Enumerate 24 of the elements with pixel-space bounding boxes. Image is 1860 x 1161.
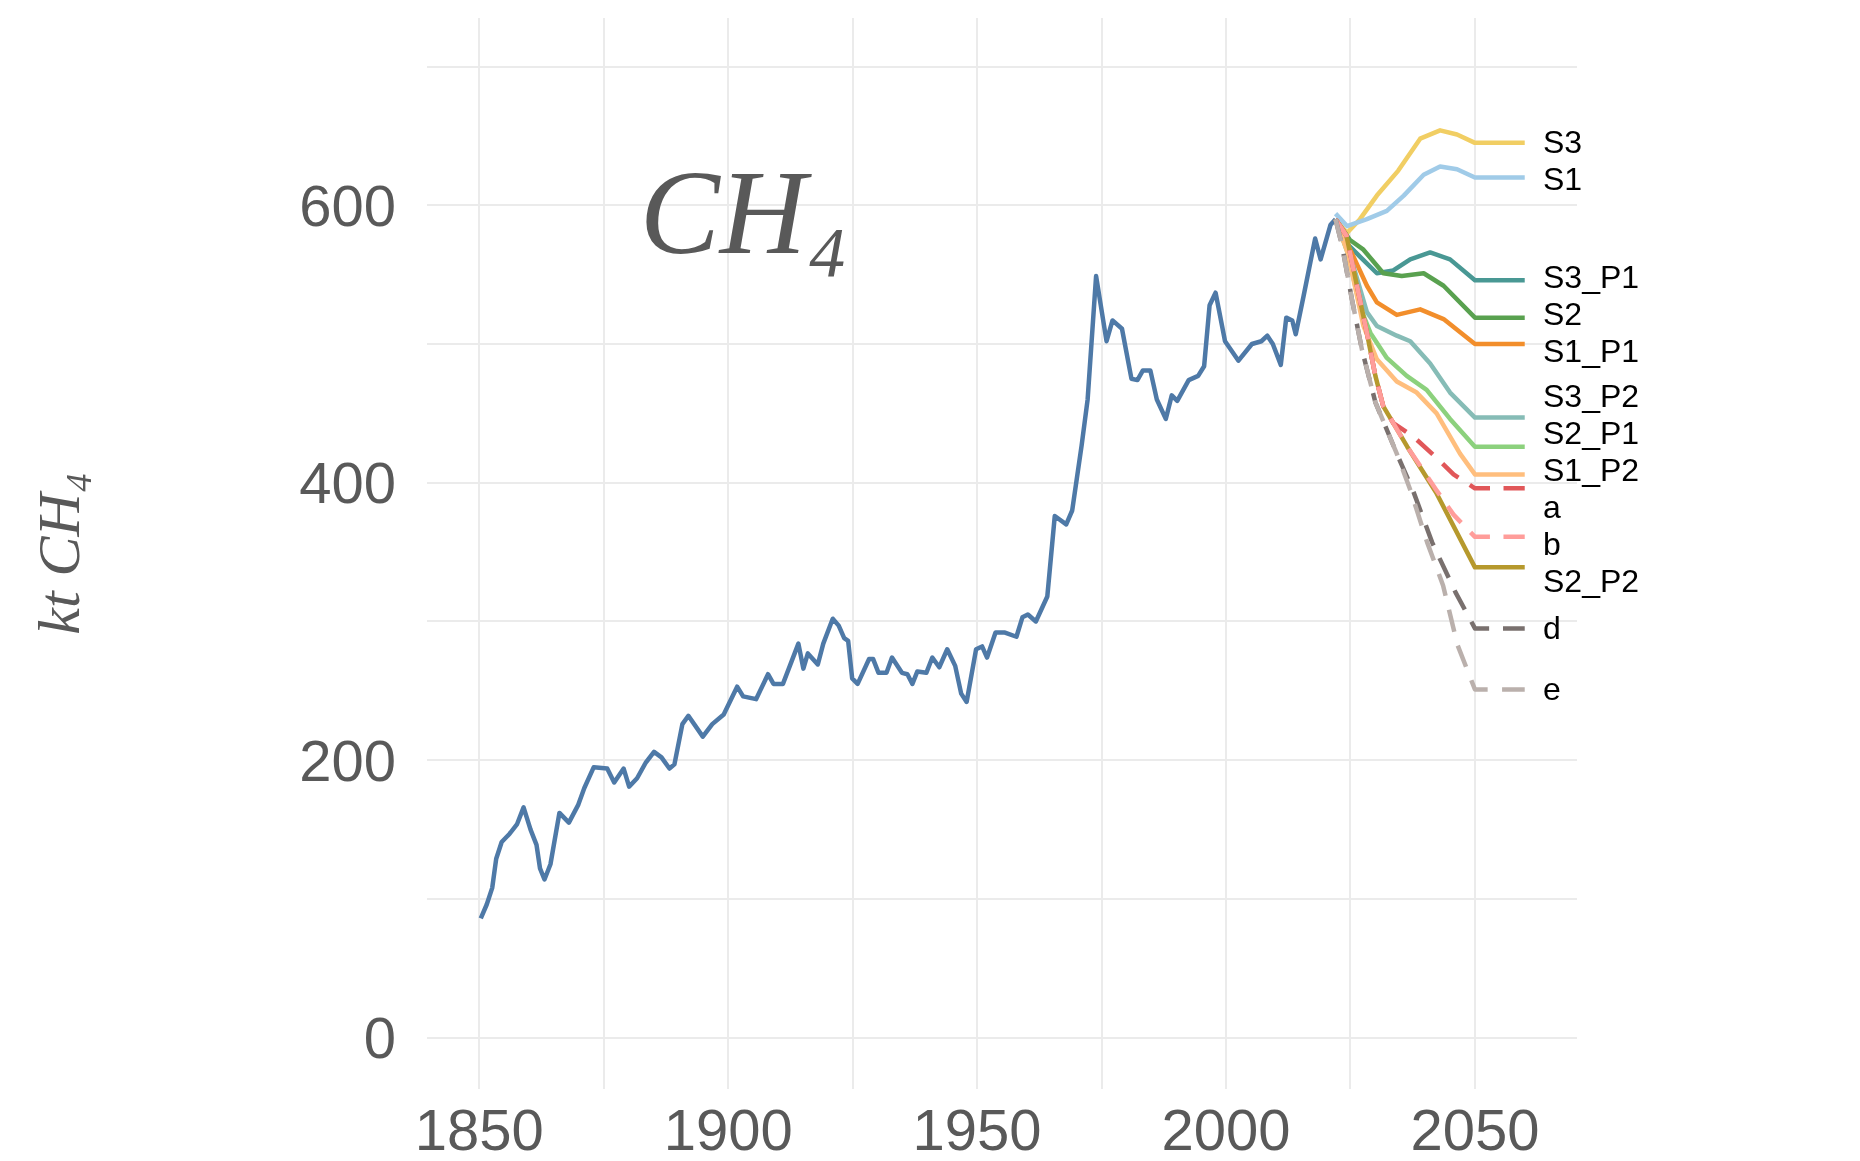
y-tick-label: 400	[299, 450, 396, 516]
series-label: a	[1543, 489, 1561, 525]
series-label: S3_P2	[1543, 378, 1640, 414]
y-tick-label: 0	[363, 1004, 396, 1070]
series-label: S3	[1543, 124, 1583, 160]
series-label: S2	[1543, 296, 1583, 332]
x-tick-label: 1950	[912, 1097, 1042, 1161]
x-tick-label: 2000	[1161, 1097, 1291, 1161]
series-label: d	[1543, 610, 1561, 646]
y-tick-label: 200	[299, 727, 396, 793]
series-label: S3_P1	[1543, 259, 1640, 295]
series-label: e	[1543, 671, 1561, 707]
y-tick-label: 600	[299, 172, 396, 238]
y-axis-title: kt CH₄	[25, 472, 92, 635]
series-label: b	[1543, 526, 1561, 562]
series-label: S1_P1	[1543, 333, 1640, 369]
x-tick-label: 1900	[663, 1097, 793, 1161]
text: CH₄	[639, 146, 849, 279]
series-label: S2_P1	[1543, 415, 1640, 451]
series-label: S2_P2	[1543, 563, 1640, 599]
series-label: S1_P2	[1543, 452, 1640, 488]
series-label: S1	[1543, 161, 1583, 197]
x-tick-label: 1850	[414, 1097, 544, 1161]
x-tick-label: 2050	[1410, 1097, 1540, 1161]
